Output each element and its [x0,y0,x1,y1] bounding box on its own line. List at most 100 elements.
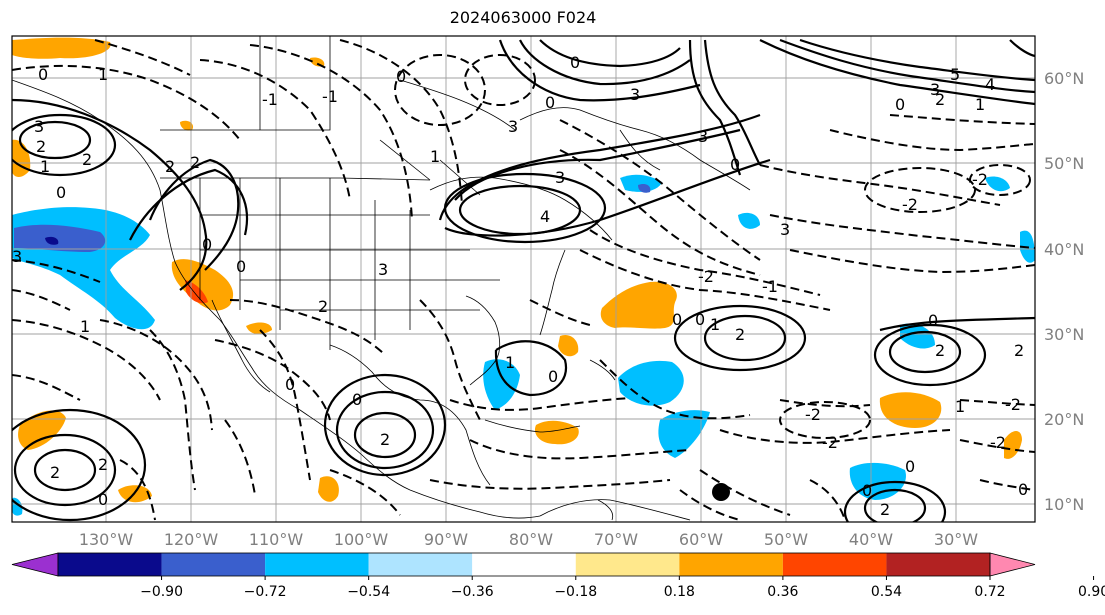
contour-label: -2 [805,405,821,424]
contour-label: 0 [730,155,740,174]
colorbar-segment [368,553,473,576]
contour-label: 1 [80,317,90,336]
contour-label: 2 [50,463,60,482]
lon-label: 90°W [424,530,468,549]
colorbar-tick-label: 0.72 [974,584,1005,600]
colorbar-tick-label: 0.54 [871,584,902,600]
colorbar-tick-label: −0.18 [554,584,597,600]
map-title: 2024063000 F024 [449,8,597,27]
lat-label: 40°N [1044,240,1084,259]
contour-label: 2 [935,90,945,109]
colorbar-tick-label: −0.36 [451,584,494,600]
contour-label: 3 [34,117,44,136]
contour-label: 3 [378,260,388,279]
contour-label: 1 [505,353,515,372]
colorbar-segment [265,553,369,576]
contour-label: 0 [98,490,108,509]
lon-label: 30°W [934,530,978,549]
colorbar-tick-label: −0.54 [347,584,390,600]
contour-label: 3 [780,220,790,239]
contour-label: -2 [990,433,1006,452]
lat-label: 50°N [1044,154,1084,173]
contour-label: 2 [190,153,200,172]
lon-label: 120°W [164,530,219,549]
colorbar-tick-label: 0.36 [767,584,798,600]
contour-label: 0 [56,183,66,202]
lon-label: 110°W [249,530,304,549]
contour-label: 3 [12,247,22,266]
colorbar-segment [472,553,576,576]
colorbar-segment [886,553,990,576]
colorbar-tick-label: 0.90 [1078,584,1105,600]
contour-label: -1 [322,87,338,106]
map-frame [11,35,1036,523]
contour-label: 0 [202,235,212,254]
contour-label: -2 [972,170,988,189]
colorbar-extend-high [989,552,1036,577]
colorbar-outline [57,552,991,577]
contour-label: 0 [862,481,872,500]
contour-label: 3 [555,168,565,187]
contour-label: 0 [548,367,558,386]
contour-label: 1 [710,315,720,334]
contour-label: -1 [762,277,778,296]
colorbar-segment [58,553,162,576]
colorbar-segment [679,553,783,576]
colorbar-extend-low [11,552,59,577]
colorbar: −0.90 −0.72 −0.54 −0.36 −0.18 0.18 0.36 0.54 0.7… [11,552,1105,600]
colorbar-tick-label: −0.72 [244,584,287,600]
contour-label: 0 [396,67,406,86]
shaded-field-layer [12,37,1035,516]
contour-label: 2 [318,297,328,316]
contour-label: 0 [38,65,48,84]
colorbar-segment [575,553,680,576]
contour-label: 2 [36,137,46,156]
contour-label: 0 [352,390,362,409]
contour-label: -1 [262,90,278,109]
contour-label: 2 [935,341,945,360]
contour-label: 0 [545,93,555,112]
contour-label: 2 [165,157,175,176]
contour-label: 3 [630,85,640,104]
contour-label: 2 [880,500,890,519]
contour-label: -2 [1005,395,1021,414]
contour-label: 1 [430,147,440,166]
contour-label: 0 [695,310,705,329]
contour-label: 0 [672,310,682,329]
latitude-labels: 60°N 50°N 40°N 30°N 20°N 10°N [1044,69,1084,514]
contour-label: 2 [735,325,745,344]
contour-label: 0 [285,375,295,394]
negative-contours [12,39,1035,521]
colorbar-tick-label: −0.90 [140,584,183,600]
contour-label: 0 [928,311,938,330]
contour-label: 1 [40,157,50,176]
contour-label: 0 [570,53,580,72]
contour-label: 1 [98,65,108,84]
contour-label: 4 [985,75,995,94]
contour-label: 1 [975,95,985,114]
lat-label: 20°N [1044,410,1084,429]
lat-label: 60°N [1044,69,1084,88]
lon-label: 80°W [509,530,553,549]
lat-label: 10°N [1044,495,1084,514]
coastlines [12,36,751,521]
lon-label: 70°W [594,530,638,549]
longitude-labels: 130°W 120°W 110°W 100°W 90°W 80°W 70°W 6… [79,530,978,549]
lon-label: 100°W [334,530,389,549]
contour-label: 3 [698,127,708,146]
positive-contours [12,38,1035,522]
colorbar-tick-label: 0.18 [664,584,695,600]
contour-label: 2 [82,150,92,169]
lon-label: 130°W [79,530,134,549]
contour-label: 0 [1018,480,1028,499]
contour-label: 4 [540,207,550,226]
contour-label: 2 [1014,341,1024,360]
lat-label: 30°N [1044,325,1084,344]
lon-label: 40°W [849,530,893,549]
contour-label: -2 [902,195,918,214]
contour-labels: 0 1 3 2 2 1 0 2 2 0 0 3 1 -1 0 -1 1 3 2 … [12,53,1028,519]
map-area [12,36,1035,522]
contour-label: 0 [236,257,246,276]
contour-label: -2 [698,267,714,286]
location-marker [712,483,730,501]
